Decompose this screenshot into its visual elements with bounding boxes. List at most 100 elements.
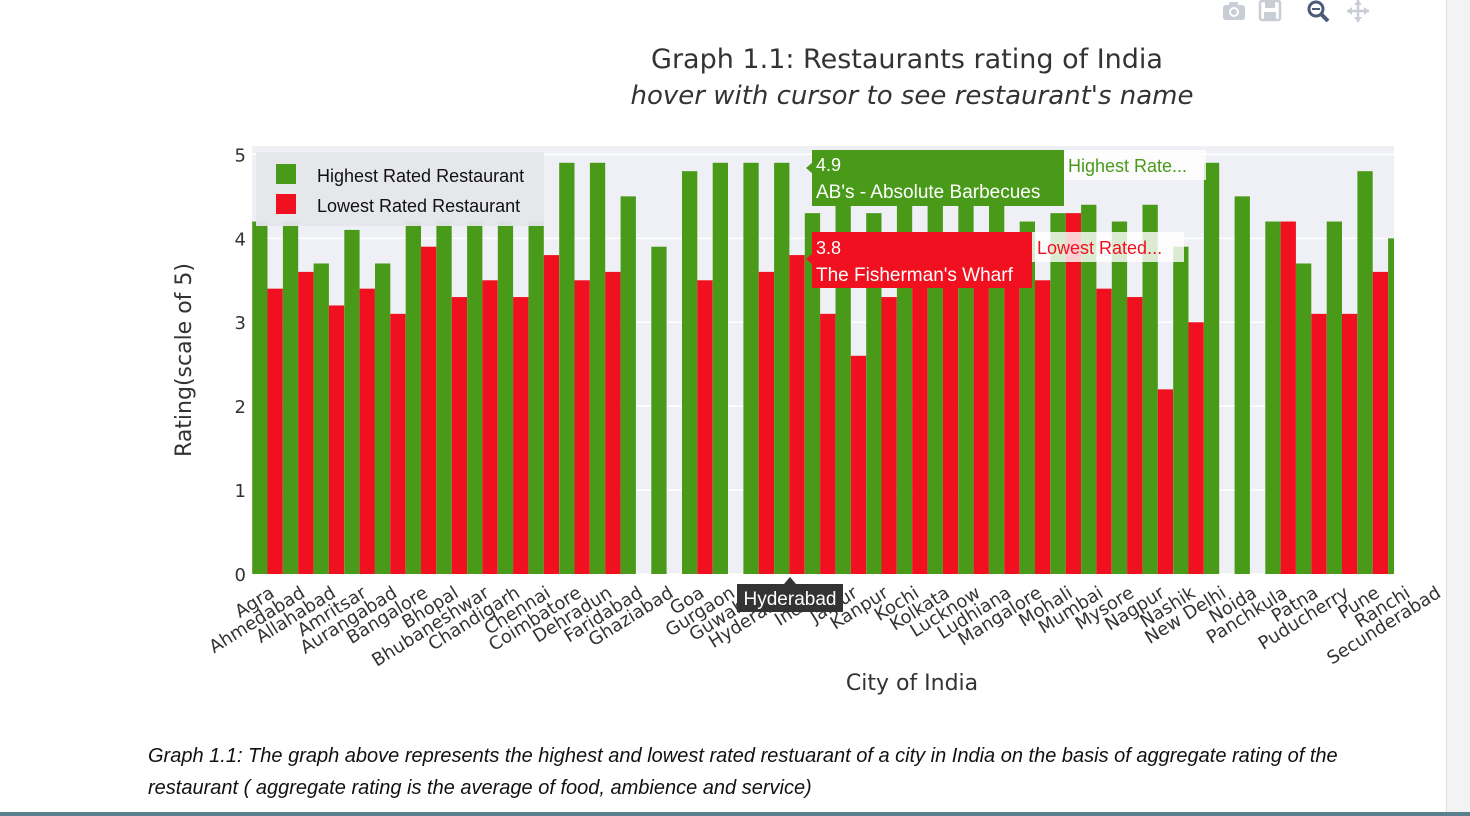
bar-highest[interactable]	[927, 204, 943, 574]
y-tick-labels: 0 1 2 3 4 5	[235, 145, 246, 586]
bar-highest[interactable]	[896, 204, 913, 574]
bar-lowest[interactable]	[1127, 297, 1143, 574]
bar-lowest[interactable]	[298, 271, 314, 574]
bar-lowest[interactable]	[1035, 280, 1051, 574]
bar-highest[interactable]	[344, 229, 360, 574]
bar-lowest[interactable]	[328, 305, 345, 574]
bar-lowest[interactable]	[605, 271, 621, 574]
pan-icon[interactable]	[1344, 0, 1372, 22]
tooltip-highest-name: AB's - Absolute Barbecues	[816, 182, 1040, 203]
tooltip-lowest-series: Lowest Rated...	[1037, 238, 1162, 258]
bar-lowest[interactable]	[1004, 280, 1020, 574]
bar-highest[interactable]	[405, 221, 421, 574]
bar-lowest[interactable]	[1372, 271, 1388, 574]
bar-highest[interactable]	[1234, 196, 1250, 574]
tooltip-lowest-value: 3.8	[816, 238, 841, 258]
bar-highest[interactable]	[1357, 171, 1373, 575]
legend-swatch-highest[interactable]	[276, 164, 296, 184]
bar-lowest[interactable]	[1096, 288, 1112, 574]
bar-highest[interactable]	[1081, 204, 1097, 574]
tooltip-highest-series: Highest Rate...	[1068, 156, 1187, 176]
bar-lowest[interactable]	[697, 280, 713, 574]
bar-lowest[interactable]	[513, 297, 529, 574]
bar-highest[interactable]	[1111, 221, 1128, 574]
camera-icon[interactable]	[1220, 0, 1248, 22]
tooltip-lowest-name: The Fisherman's Wharf	[816, 265, 1014, 286]
bar-highest[interactable]	[436, 221, 452, 574]
bar-highest[interactable]	[989, 204, 1005, 574]
bar-lowest[interactable]	[789, 255, 805, 575]
y-tick-label: 1	[235, 481, 246, 502]
bar-highest[interactable]	[866, 213, 882, 574]
bar-highest[interactable]	[712, 162, 728, 575]
bar-lowest[interactable]	[881, 297, 897, 574]
y-tick-label: 0	[235, 565, 246, 586]
bar-lowest[interactable]	[267, 288, 283, 574]
legend-background	[256, 152, 544, 226]
bar-highest[interactable]	[1265, 221, 1281, 574]
bar-lowest[interactable]	[421, 246, 437, 575]
bar-highest[interactable]	[1050, 213, 1066, 574]
bar-lowest[interactable]	[942, 280, 959, 574]
bar-lowest[interactable]	[912, 280, 928, 574]
bar-highest[interactable]	[620, 196, 636, 574]
bar-highest[interactable]	[1019, 221, 1035, 574]
bar-lowest[interactable]	[850, 355, 867, 574]
hover-tooltip-x: Hyderabad	[737, 577, 843, 612]
bar-highest[interactable]	[1388, 238, 1394, 574]
y-tick-label: 4	[235, 229, 246, 250]
legend-label-lowest[interactable]: Lowest Rated Restaurant	[317, 196, 520, 216]
bar-lowest[interactable]	[973, 280, 989, 574]
bar-highest[interactable]	[589, 162, 606, 575]
legend[interactable]: Highest Rated Restaurant Lowest Rated Re…	[256, 152, 544, 226]
bars[interactable]	[252, 162, 1394, 575]
hover-tooltip-highest: 4.9 AB's - Absolute Barbecues Highest Ra…	[806, 150, 1206, 206]
bar-highest[interactable]	[682, 171, 698, 575]
y-tick-label: 3	[235, 313, 246, 334]
bar-highest[interactable]	[1296, 263, 1312, 574]
bar-highest[interactable]	[743, 162, 759, 575]
bar-highest[interactable]	[1203, 162, 1220, 575]
bar-highest[interactable]	[1173, 246, 1189, 575]
bar-highest[interactable]	[375, 263, 391, 574]
bar-highest[interactable]	[1142, 204, 1158, 574]
bar-lowest[interactable]	[451, 297, 467, 574]
y-tick-label: 2	[235, 397, 246, 418]
graph-caption: Graph 1.1: The graph above represents th…	[148, 745, 1338, 799]
bar-lowest[interactable]	[820, 313, 836, 574]
bar-highest[interactable]	[774, 162, 790, 575]
legend-label-highest[interactable]: Highest Rated Restaurant	[317, 166, 524, 186]
bar-lowest[interactable]	[1065, 213, 1081, 574]
bar-highest[interactable]	[1326, 221, 1342, 574]
bar-highest[interactable]	[835, 204, 851, 574]
bar-lowest[interactable]	[574, 280, 590, 574]
bar-lowest[interactable]	[359, 288, 375, 574]
zoom-icon[interactable]	[1304, 0, 1332, 23]
bar-highest[interactable]	[559, 162, 575, 575]
bar-highest[interactable]	[497, 221, 514, 574]
bar-lowest[interactable]	[1311, 313, 1327, 574]
bar-lowest[interactable]	[1157, 389, 1174, 574]
y-axis-label: Rating(scale of 5)	[172, 263, 197, 457]
bar-highest[interactable]	[313, 263, 329, 574]
bar-highest[interactable]	[651, 246, 667, 575]
x-axis-label: City of India	[846, 671, 978, 696]
bar-lowest[interactable]	[543, 255, 560, 575]
bar-lowest[interactable]	[758, 271, 774, 574]
bar-highest[interactable]	[282, 221, 299, 574]
legend-swatch-lowest[interactable]	[276, 194, 296, 214]
bar-highest[interactable]	[804, 213, 821, 574]
bar-highest[interactable]	[958, 204, 974, 574]
chart-subtitle: hover with cursor to see restaurant's na…	[630, 81, 1193, 111]
bar-highest[interactable]	[467, 221, 483, 574]
bar-highest[interactable]	[252, 221, 268, 574]
bar-lowest[interactable]	[390, 313, 406, 574]
bar-lowest[interactable]	[1280, 221, 1296, 574]
bar-highest[interactable]	[528, 221, 544, 574]
save-icon[interactable]	[1256, 0, 1284, 22]
tooltip-highest-value: 4.9	[816, 155, 841, 175]
bar-lowest[interactable]	[482, 280, 498, 574]
bar-lowest[interactable]	[1188, 322, 1204, 574]
bar-lowest[interactable]	[1342, 313, 1358, 574]
